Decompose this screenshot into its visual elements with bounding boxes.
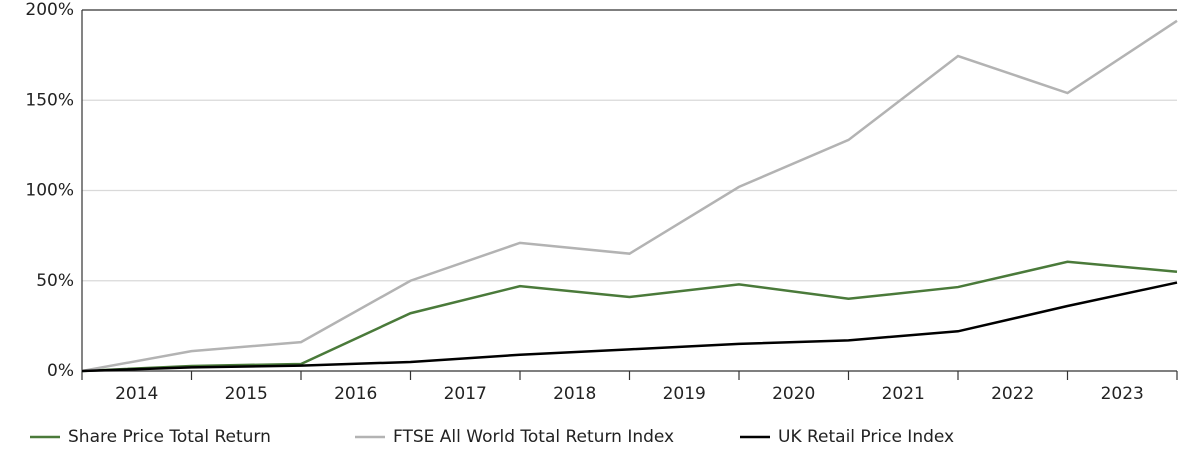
y-tick-label: 100% [25, 181, 74, 201]
x-tick-label: 2016 [334, 384, 377, 404]
y-tick-label: 150% [25, 90, 74, 110]
x-tick-label: 2020 [772, 384, 815, 404]
legend-label: FTSE All World Total Return Index [393, 427, 674, 447]
series-line [81, 19, 1178, 373]
x-tick-label: 2019 [663, 384, 706, 404]
legend-label: Share Price Total Return [68, 427, 271, 447]
legend-label: UK Retail Price Index [778, 427, 954, 447]
x-tick-label: 2014 [115, 384, 158, 404]
x-tick-label: 2017 [444, 384, 487, 404]
x-tick-label: 2021 [882, 384, 925, 404]
y-tick-label: 50% [36, 271, 74, 291]
y-tick-label: 0% [47, 361, 74, 381]
x-tick-label: 2015 [225, 384, 268, 404]
series-line [81, 260, 1178, 373]
y-tick-label: 200% [25, 0, 74, 20]
x-tick-label: 2023 [1101, 384, 1144, 404]
x-tick-label: 2022 [991, 384, 1034, 404]
series-line [81, 281, 1178, 373]
x-tick-label: 2018 [553, 384, 596, 404]
